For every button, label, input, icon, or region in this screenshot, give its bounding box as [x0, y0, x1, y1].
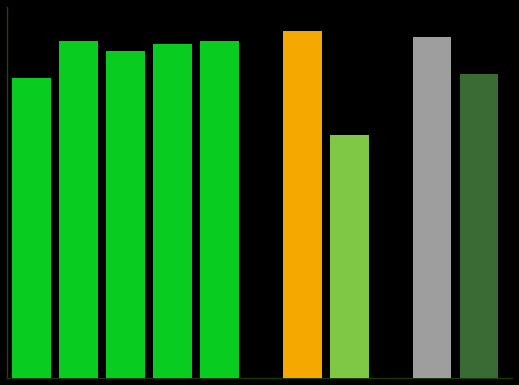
- Bar: [413, 37, 452, 378]
- Bar: [460, 74, 498, 378]
- Bar: [12, 78, 51, 378]
- Bar: [330, 135, 368, 378]
- Bar: [283, 30, 322, 378]
- Bar: [106, 51, 145, 378]
- Bar: [59, 41, 98, 378]
- Bar: [200, 41, 239, 378]
- Bar: [153, 44, 192, 378]
